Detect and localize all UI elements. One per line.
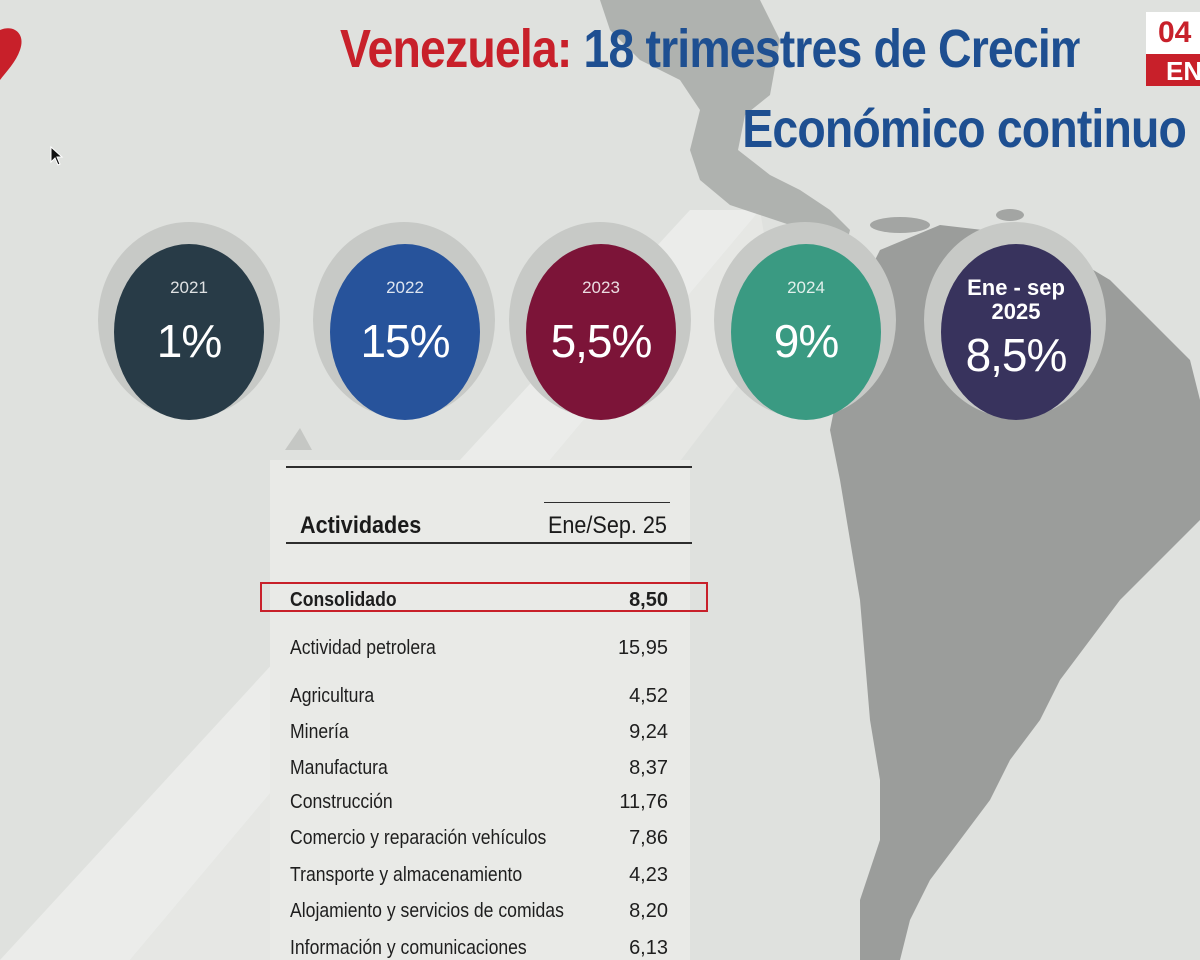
circle-period: Ene - sep 2025 <box>941 276 1091 324</box>
row-label: Transporte y almacenamiento <box>290 864 523 886</box>
circle-period-line-2: 2025 <box>991 299 1041 324</box>
circle-year: 2024 <box>787 278 825 297</box>
table-row: Transporte y almacenamiento 4,23 <box>290 864 668 894</box>
live-badge: 04 EN <box>1146 12 1200 86</box>
title-line1-rest: 18 trimestres de Crecimien <box>583 19 1080 79</box>
circle-value: 8,5% <box>965 329 1068 381</box>
table-row: Minería 9,24 <box>290 721 668 751</box>
growth-circle-2021: 2021 1% <box>114 244 264 420</box>
page-title-line-2: Económico continuo <box>742 99 1187 159</box>
row-label: Información y comunicaciones <box>290 937 527 959</box>
row-label: Consolidado <box>290 589 397 611</box>
table-row: Actividad petrolera 15,95 <box>290 637 668 667</box>
growth-circle-2023: 2023 5,5% <box>526 244 676 420</box>
growth-circle-2022: 2022 15% <box>330 244 480 420</box>
title-country: Venezuela: <box>340 19 572 79</box>
row-value: 4,52 <box>629 685 668 707</box>
row-value: 8,20 <box>629 900 668 922</box>
row-label: Manufactura <box>290 757 388 779</box>
mouse-cursor-icon <box>50 146 64 166</box>
table-row: Construcción 11,76 <box>290 791 668 821</box>
circle-value: 5,5% <box>550 315 653 367</box>
circle-period-line-1: Ene - sep <box>967 275 1065 300</box>
row-label: Comercio y reparación vehículos <box>290 827 547 849</box>
table-row: Manufactura 8,37 <box>290 757 668 787</box>
highlight-box <box>260 582 708 612</box>
circle-year: 2023 <box>582 278 620 297</box>
table-row: Información y comunicaciones 6,13 <box>290 937 668 960</box>
row-label: Agricultura <box>290 685 375 707</box>
circle-value: 15% <box>360 315 450 367</box>
growth-circle-2024: 2024 9% <box>731 244 881 420</box>
table-header-rule <box>286 542 692 544</box>
circle-value: 1% <box>156 315 222 367</box>
table-row: Alojamiento y servicios de comidas 8,20 <box>290 900 668 930</box>
row-label: Minería <box>290 721 349 743</box>
table-header-activity: Actividades <box>300 512 422 539</box>
row-label: Alojamiento y servicios de comidas <box>290 900 564 922</box>
growth-circle-2025: Ene - sep 2025 8,5% <box>941 244 1091 420</box>
table-row: Consolidado 8,50 <box>290 589 668 619</box>
row-value: 8,37 <box>629 757 668 779</box>
badge-label: EN <box>1166 56 1200 86</box>
page-title-line-1: Venezuela: 18 trimestres de Crecimien <box>340 18 1080 98</box>
row-value: 9,24 <box>629 721 668 743</box>
circle-year: 2022 <box>386 278 424 297</box>
row-value: 7,86 <box>629 827 668 849</box>
row-label: Construcción <box>290 791 393 813</box>
row-value: 11,76 <box>619 791 668 813</box>
row-value: 15,95 <box>617 637 668 659</box>
circle-value: 9% <box>773 315 839 367</box>
row-value: 4,23 <box>629 864 668 886</box>
table-row: Agricultura 4,52 <box>290 685 668 715</box>
table-row: Comercio y reparación vehículos 7,86 <box>290 827 668 857</box>
row-value: 6,13 <box>629 937 668 959</box>
heart-logo <box>0 28 22 81</box>
badge-time: 04 <box>1146 12 1200 54</box>
table-top-rule <box>286 466 692 468</box>
circle-year: 2021 <box>170 278 208 297</box>
row-value: 8,50 <box>629 589 668 611</box>
table-header-period: Ene/Sep. 25 <box>548 512 667 539</box>
table-panel <box>270 460 690 960</box>
row-label: Actividad petrolera <box>290 637 436 659</box>
header-period-rule <box>544 502 670 503</box>
